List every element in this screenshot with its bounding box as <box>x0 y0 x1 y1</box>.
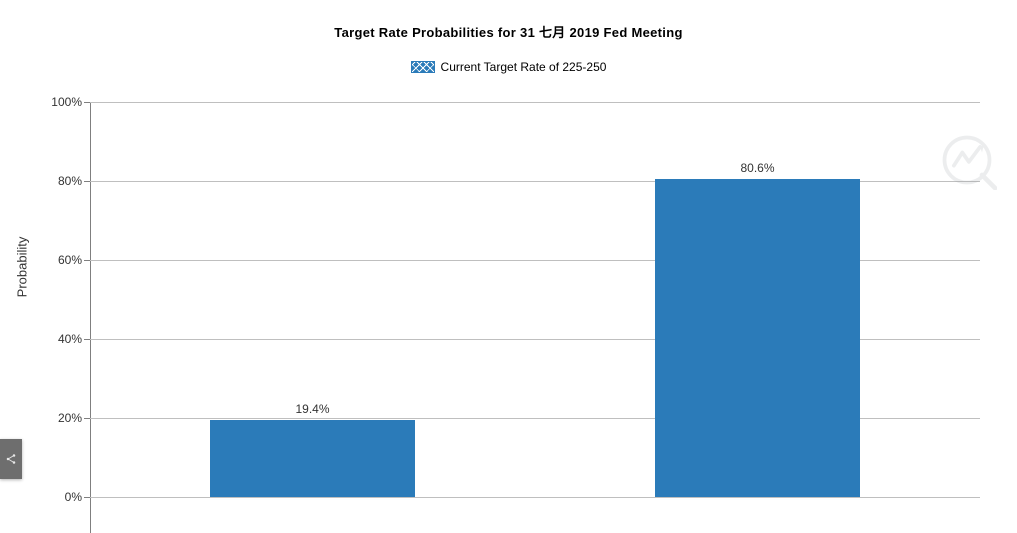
side-share-tab[interactable] <box>0 439 22 479</box>
chart-legend: Current Target Rate of 225-250 <box>0 60 1017 76</box>
bar-value-label: 19.4% <box>210 402 415 416</box>
y-axis-line <box>90 102 91 533</box>
bar: 19.4% <box>210 420 415 497</box>
watermark-icon <box>937 130 997 190</box>
y-tick-label: 80% <box>58 174 82 188</box>
y-tick-mark <box>84 181 90 182</box>
y-tick-label: 60% <box>58 253 82 267</box>
share-icon <box>5 453 17 465</box>
y-tick-label: 40% <box>58 332 82 346</box>
y-tick-label: 100% <box>51 95 82 109</box>
y-axis-title: Probability <box>15 236 30 297</box>
y-tick-mark <box>84 339 90 340</box>
gridline <box>90 102 980 103</box>
y-tick-mark <box>84 418 90 419</box>
chart-container: Target Rate Probabilities for 31 七月 2019… <box>0 0 1017 533</box>
bar-value-label: 80.6% <box>655 161 860 175</box>
y-tick-mark <box>84 497 90 498</box>
bar: 80.6% <box>655 179 860 497</box>
y-tick-label: 0% <box>65 490 82 504</box>
plot-area: 0%20%40%60%80%100%19.4%80.6% <box>90 102 980 533</box>
y-tick-mark <box>84 260 90 261</box>
legend-label: Current Target Rate of 225-250 <box>441 60 607 74</box>
y-tick-mark <box>84 102 90 103</box>
y-tick-label: 20% <box>58 411 82 425</box>
gridline <box>90 497 980 498</box>
chart-title: Target Rate Probabilities for 31 七月 2019… <box>0 22 1017 41</box>
legend-swatch-icon <box>411 61 435 73</box>
